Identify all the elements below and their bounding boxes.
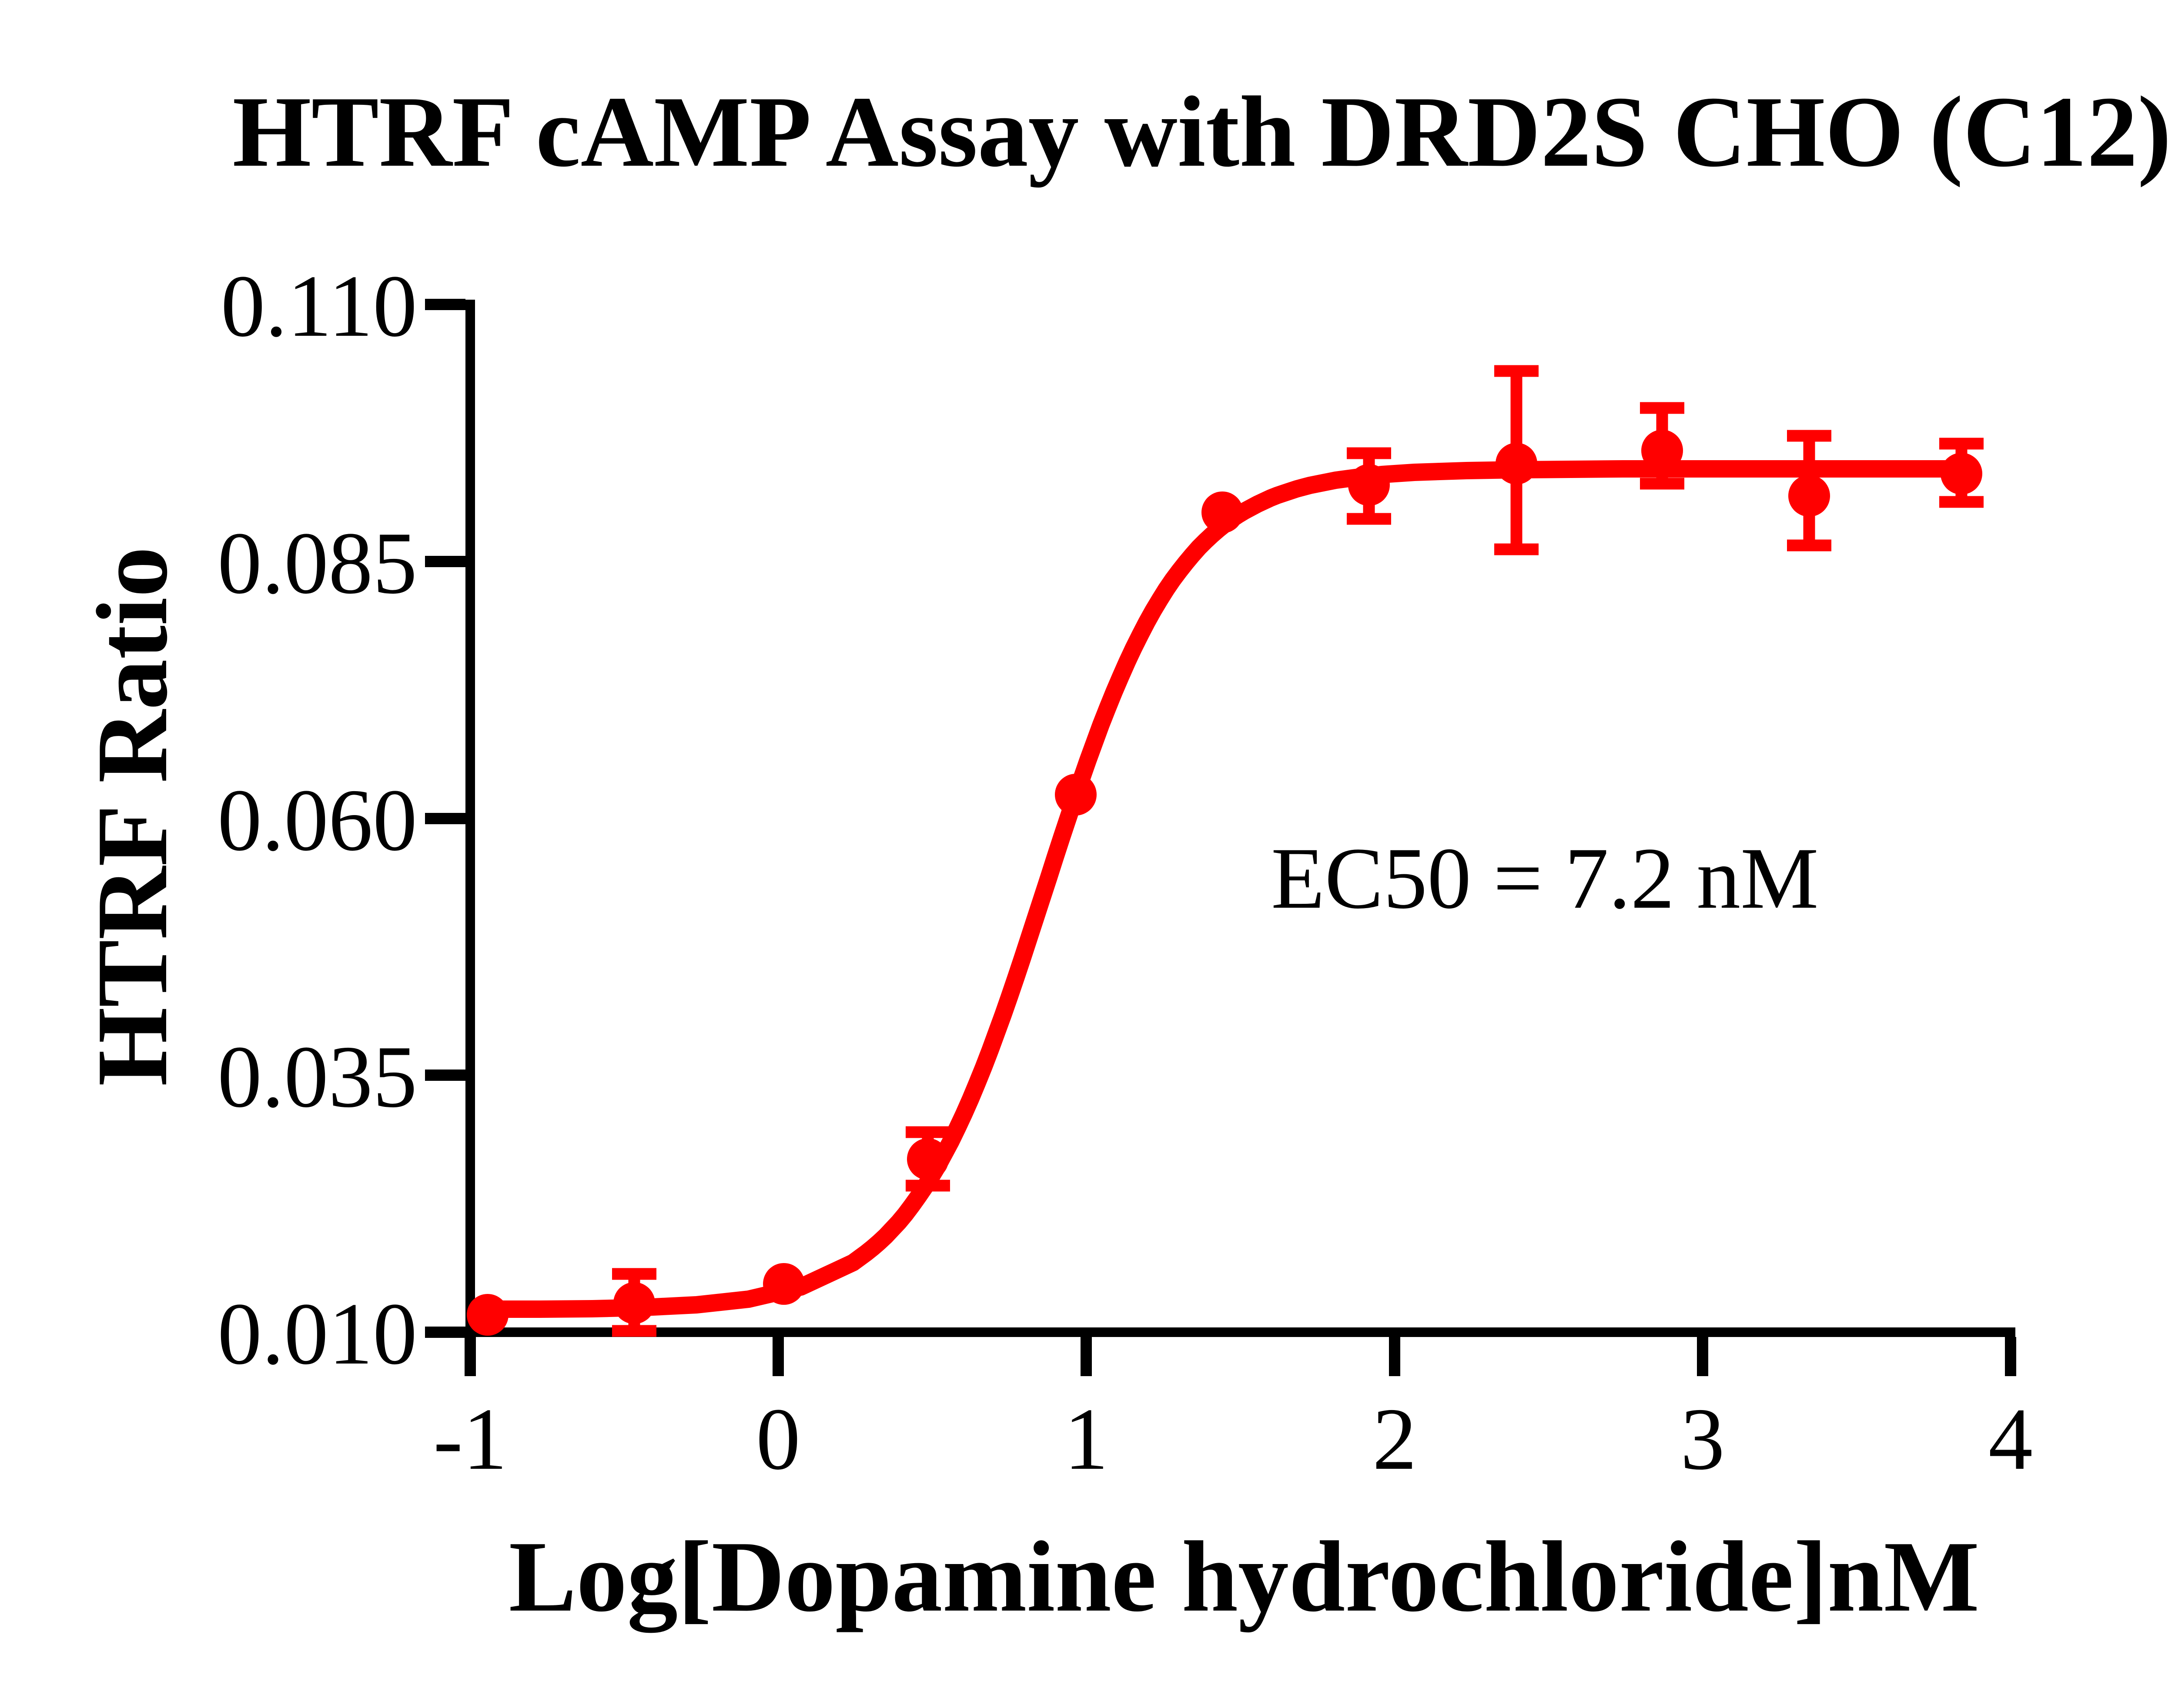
svg-text:0.110: 0.110 [221, 257, 417, 355]
svg-text:4: 4 [1988, 1390, 2033, 1488]
svg-text:-1: -1 [433, 1390, 507, 1488]
svg-text:EC50 = 7.2 nM: EC50 = 7.2 nM [1271, 829, 1819, 927]
svg-text:Log[Dopamine hydrochloride]nM: Log[Dopamine hydrochloride]nM [509, 1521, 1980, 1633]
svg-text:0.060: 0.060 [218, 771, 417, 869]
svg-text:0.010: 0.010 [218, 1285, 417, 1383]
svg-text:2: 2 [1372, 1390, 1417, 1488]
svg-text:0.035: 0.035 [218, 1028, 417, 1126]
svg-text:3: 3 [1680, 1390, 1725, 1488]
svg-text:HTRF cAMP Assay with DRD2S CHO: HTRF cAMP Assay with DRD2S CHO (C12) [232, 76, 2171, 188]
svg-text:1: 1 [1064, 1390, 1108, 1488]
svg-text:HTRF Ratio: HTRF Ratio [76, 547, 188, 1086]
svg-text:0: 0 [756, 1390, 800, 1488]
svg-text:0.085: 0.085 [218, 514, 417, 612]
